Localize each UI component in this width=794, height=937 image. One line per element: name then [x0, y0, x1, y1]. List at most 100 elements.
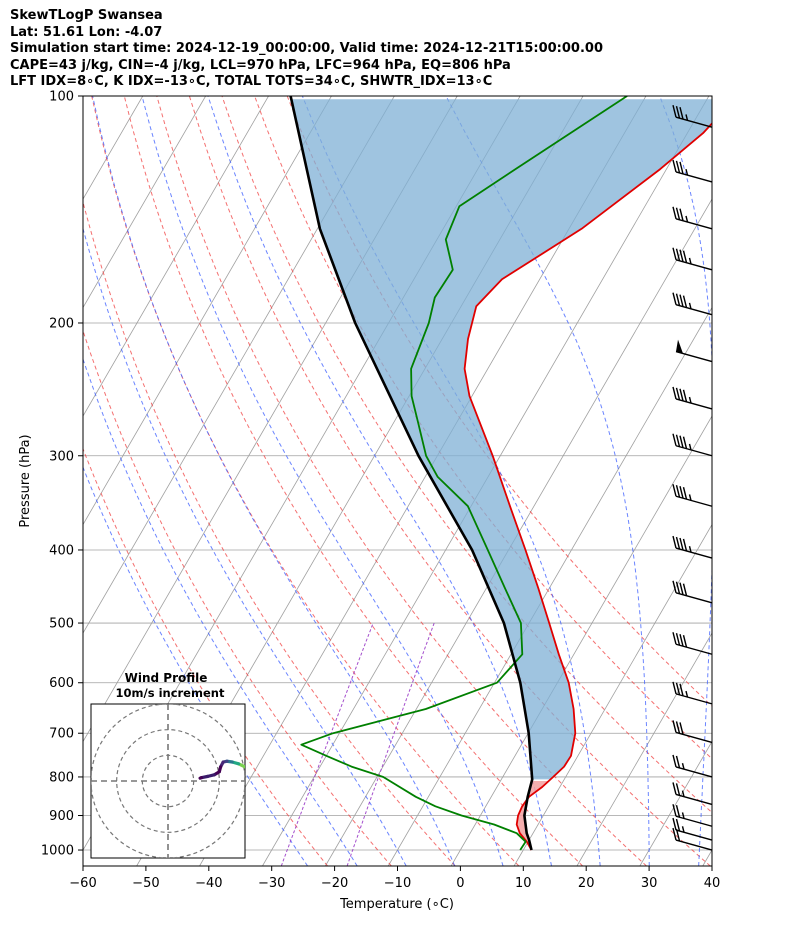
barb-flag [679, 161, 684, 175]
moist-adiabat [83, 465, 309, 866]
barb-flag [672, 484, 677, 497]
barb-flag [675, 293, 681, 306]
barb-flag [675, 536, 681, 550]
x-tick-label: 20 [578, 876, 595, 891]
barb-flag [675, 248, 681, 261]
barb-flag [675, 828, 681, 842]
isotherm--10 [387, 306, 712, 866]
barb-shaft [675, 171, 713, 183]
dry-adiabat [188, 96, 711, 866]
isotherm--110 [83, 96, 207, 309]
y-tick-label: 200 [49, 316, 74, 331]
wind-barb [672, 632, 713, 655]
temperature-line [463, 122, 712, 851]
moist-adiabat [659, 96, 712, 866]
barb-half-flag [688, 302, 692, 310]
barb-half-flag [681, 790, 685, 797]
wind-barb [672, 105, 713, 128]
barb-shaft [675, 829, 713, 841]
dry-adiabat [221, 96, 712, 814]
wind-barb [672, 827, 713, 851]
barb-shaft [675, 218, 713, 230]
dry-adiabat [83, 200, 456, 866]
barb-flag [672, 681, 677, 695]
barb-shaft [675, 815, 713, 827]
barb-flag [672, 206, 677, 219]
dry-adiabat [156, 96, 647, 866]
barb-flag [672, 433, 677, 446]
barb-flag [675, 755, 681, 769]
isotherm-20 [576, 632, 712, 866]
barb-shaft [675, 643, 713, 655]
wind-barb [672, 433, 713, 457]
barb-shaft [675, 793, 713, 806]
barb-shaft [675, 445, 713, 457]
isotherm-40 [702, 849, 712, 866]
barb-flag [672, 292, 677, 305]
barb-half-flag [688, 257, 692, 265]
barb-half-flag [681, 763, 685, 770]
barb-flag [672, 782, 677, 795]
barb-flag [672, 804, 677, 817]
hodograph-trace [243, 765, 245, 769]
barb-flag [675, 805, 681, 818]
barb-flag [682, 486, 688, 500]
barb-half-flag [685, 168, 689, 176]
barb-flag [679, 722, 684, 735]
wind-barb [672, 484, 713, 507]
isotherm--130 [0, 96, 80, 866]
index-line: LFT IDX=8∘C, K IDX=-13∘C, TOTAL TOTS=34∘… [10, 74, 493, 89]
y-tick-label: 800 [49, 770, 74, 785]
barb-shaft [675, 839, 713, 851]
barb-flag [682, 538, 688, 552]
profile-lines [289, 96, 712, 851]
x-axis-label: Temperature (∘C) [339, 897, 454, 912]
barb-shaft [675, 766, 713, 778]
barb-flag [675, 633, 681, 646]
dry-adiabat [123, 96, 584, 866]
wind-barb [672, 292, 713, 316]
barb-shaft [675, 731, 713, 744]
isotherm--90 [83, 96, 332, 526]
x-tick-label: −30 [258, 876, 285, 891]
barb-flag [679, 683, 684, 696]
barb-flag [672, 535, 677, 549]
wind-barbs [672, 105, 713, 851]
y-tick-label: 400 [49, 543, 74, 558]
x-tick-label: −50 [132, 876, 159, 891]
barb-half-flag [688, 546, 692, 553]
y-tick-label: 900 [49, 809, 74, 824]
wind-barb [675, 339, 713, 363]
barb-shaft [675, 693, 713, 705]
y-tick-label: 300 [49, 449, 74, 464]
barb-flag [672, 247, 677, 260]
barb-flag [672, 159, 677, 173]
x-tick-label: −10 [384, 876, 411, 891]
cape-cin-fills [291, 99, 712, 850]
barb-half-flag [685, 215, 689, 223]
mixing-ratio-line [346, 622, 435, 866]
y-tick-label: 700 [49, 727, 74, 742]
barb-flag [679, 388, 684, 402]
isotherm-30 [639, 740, 712, 866]
barb-flag [675, 721, 681, 734]
moist-adiabat [445, 96, 650, 866]
barb-flag [682, 295, 688, 308]
barb-flag [682, 583, 688, 596]
barb-flag [679, 106, 684, 120]
dewpoint-line [300, 96, 628, 851]
wind-barb [672, 159, 713, 183]
moist-adiabat [83, 226, 407, 866]
chart-title: SkewTLogP Swansea [10, 8, 163, 23]
cape-line: CAPE=43 j/kg, CIN=-4 j/kg, LCL=970 hPa, … [10, 57, 511, 73]
y-tick-label: 100 [49, 90, 74, 105]
barb-flag [675, 818, 681, 832]
x-tick-label: −40 [195, 876, 222, 891]
y-tick-label: 600 [49, 676, 74, 691]
moist-adiabat [141, 96, 504, 866]
wind-barb [672, 247, 713, 271]
barb-flag [679, 582, 684, 595]
barb-flag [672, 754, 677, 768]
barb-flag [672, 580, 677, 593]
